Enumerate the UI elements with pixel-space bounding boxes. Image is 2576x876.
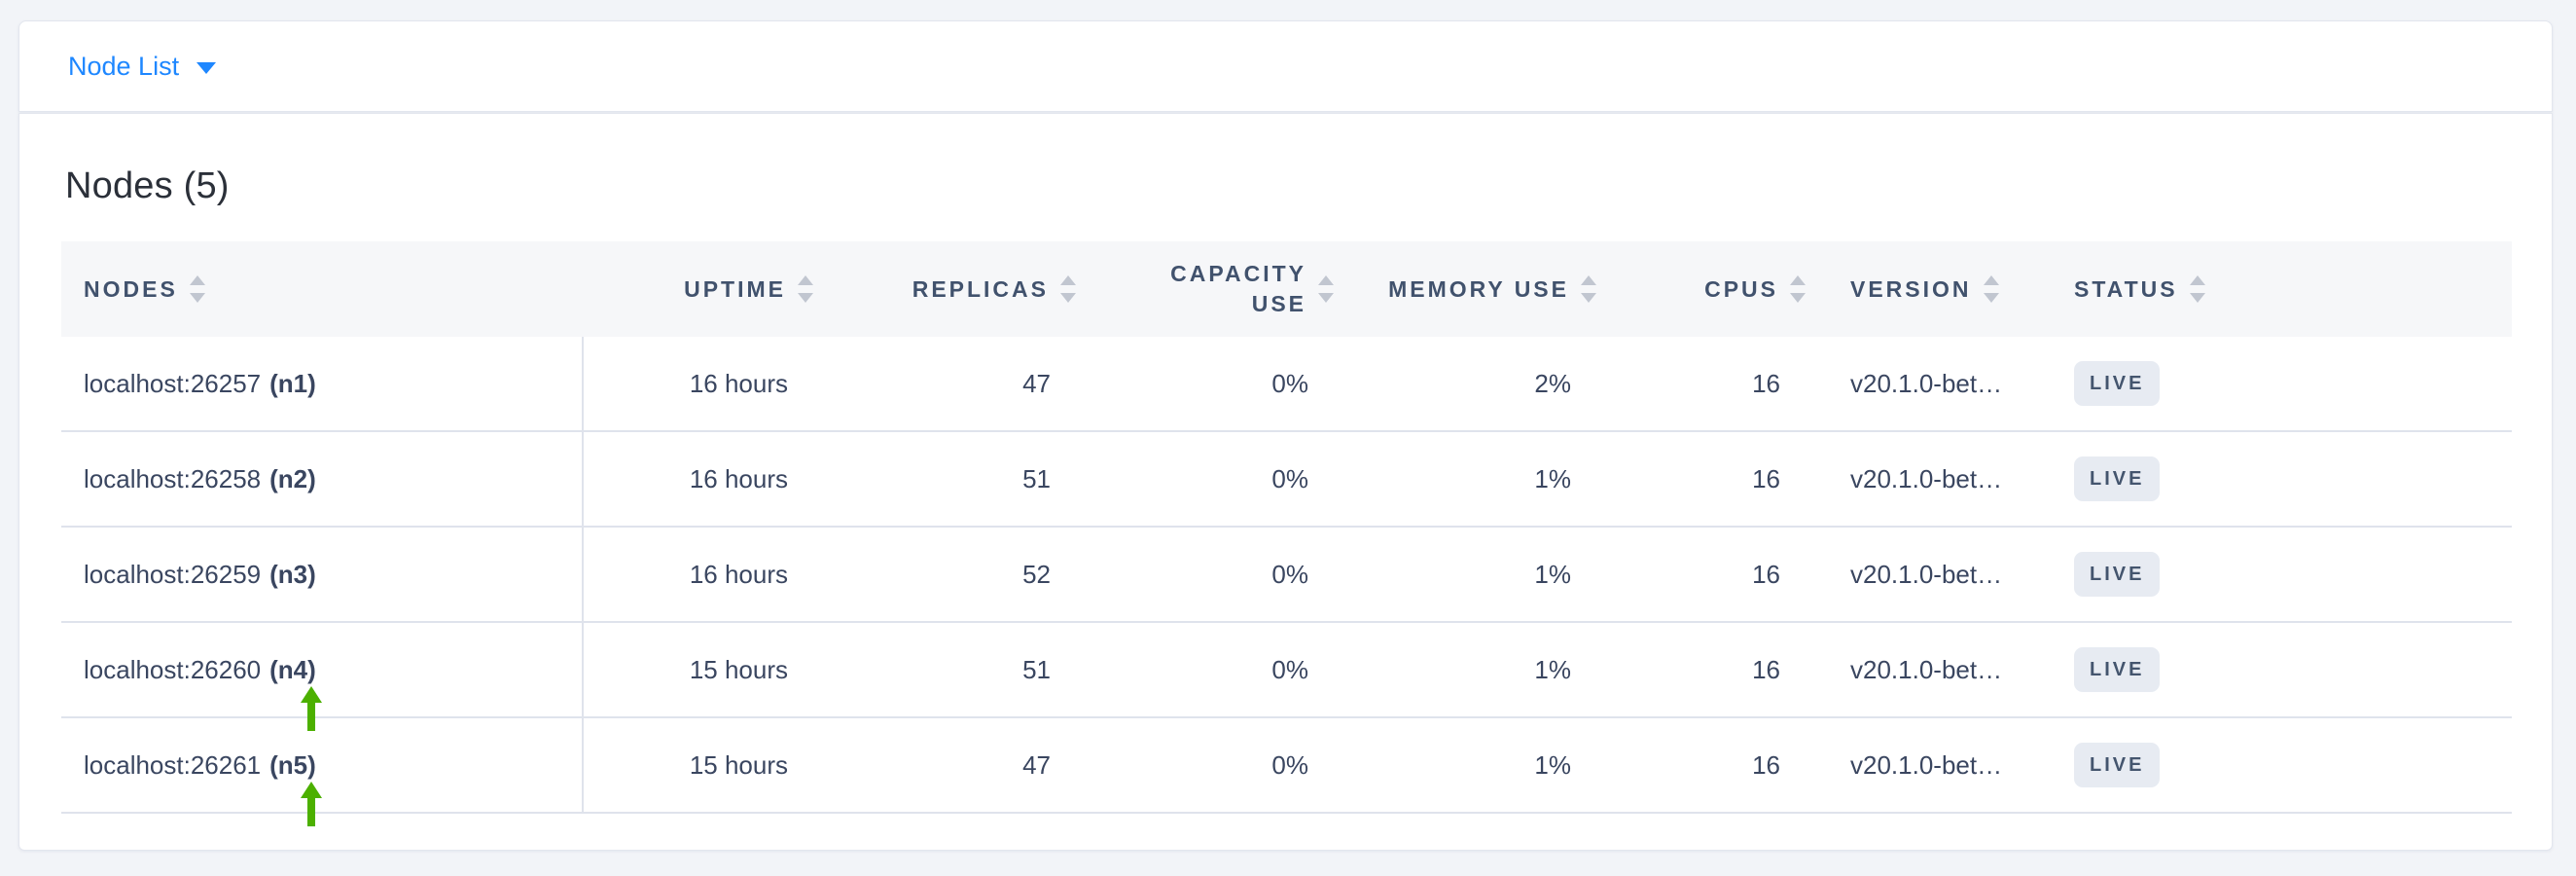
sort-icon — [798, 275, 813, 303]
column-header-status[interactable]: STATUS — [2039, 241, 2512, 337]
status-badge: LIVE — [2074, 743, 2161, 787]
cell-uptime: 16 hours — [689, 463, 788, 493]
cell-version: v20.1.0-bet… — [1850, 368, 2003, 398]
column-header-label: CAPACITY USE — [1170, 260, 1306, 316]
cell-nodes: localhost:26257 (n1) — [61, 337, 582, 430]
cell-nodes: localhost:26260 (n4) — [61, 623, 582, 731]
cell-cpus: 16 — [1752, 559, 1780, 589]
node-list-dropdown-label: Node List — [68, 51, 180, 81]
cell-replicas: 52 — [1022, 559, 1051, 589]
cell-cpus: 16 — [1752, 749, 1780, 780]
column-header-label: UPTIME — [684, 275, 786, 302]
sort-icon — [189, 275, 205, 303]
cell-status: LIVE — [2039, 623, 2512, 716]
green-up-arrow-icon — [301, 782, 322, 826]
cell-cpus: 16 — [1752, 368, 1780, 398]
cell-cpus: 16 — [1752, 463, 1780, 493]
table-row[interactable]: localhost:26259 (n3) 16 hours 52 0% 1% 16 v20.1… — [61, 528, 2512, 623]
cell-version: v20.1.0-bet… — [1850, 749, 2003, 780]
cell-nodes: localhost:26258 (n2) — [61, 432, 582, 526]
sort-icon — [1790, 275, 1806, 303]
column-header-label: VERSION — [1850, 275, 1972, 302]
column-header-label: CPUS — [1704, 275, 1778, 302]
cell-nodes: localhost:26261 (n5) — [61, 718, 582, 826]
nodes-column-divider — [582, 337, 584, 814]
sort-icon — [2189, 275, 2205, 303]
node-id: (n4) — [269, 654, 316, 684]
cell-uptime: 16 hours — [689, 559, 788, 589]
nodes-panel: Nodes (5) NODES UPTIME REPLICAS CAPACITY US… — [18, 113, 2553, 851]
table-row[interactable]: localhost:26261 (n5) 15 hours 47 0% 1% 16 v20.1… — [61, 718, 2512, 826]
node-address: localhost:26259 — [84, 559, 262, 589]
page-dropdown-bar: Node List — [18, 20, 2553, 112]
chevron-down-icon — [197, 61, 217, 74]
cell-uptime: 15 hours — [689, 654, 788, 684]
table-row[interactable]: localhost:26258 (n2) 16 hours 51 0% 1% 16 v20.1… — [61, 432, 2512, 528]
cell-uptime: 16 hours — [689, 368, 788, 398]
node-address: localhost:26258 — [84, 463, 262, 493]
node-address: localhost:26261 — [84, 749, 262, 780]
cell-replicas: 47 — [1022, 749, 1051, 780]
column-header-version[interactable]: VERSION — [1815, 241, 2039, 337]
cell-status: LIVE — [2039, 718, 2512, 812]
column-header-memory_use[interactable]: MEMORY USE — [1343, 241, 1606, 337]
node-id: (n2) — [269, 463, 316, 493]
cell-capacity_use: 0% — [1271, 368, 1308, 398]
nodes-table: NODES UPTIME REPLICAS CAPACITY USE MEMORY US… — [61, 241, 2512, 826]
cell-version: v20.1.0-bet… — [1850, 559, 2003, 589]
nodes-count-title: Nodes (5) — [65, 165, 230, 206]
cell-nodes: localhost:26259 (n3) — [61, 528, 582, 621]
node-id: (n1) — [269, 368, 316, 398]
node-address: localhost:26260 — [84, 654, 262, 684]
table-row[interactable]: localhost:26260 (n4) 15 hours 51 0% 1% 16 v20.1… — [61, 623, 2512, 731]
column-header-label: NODES — [84, 275, 178, 302]
table-body: localhost:26257 (n1) 16 hours 47 0% 2% 16 v20.1… — [61, 337, 2512, 826]
green-up-arrow-icon — [301, 686, 322, 731]
sort-icon — [1983, 275, 1999, 303]
cell-capacity_use: 0% — [1271, 559, 1308, 589]
column-header-cpus[interactable]: CPUS — [1606, 241, 1815, 337]
cell-replicas: 51 — [1022, 463, 1051, 493]
node-id: (n3) — [269, 559, 316, 589]
cell-memory_use: 2% — [1534, 368, 1571, 398]
cell-memory_use: 1% — [1534, 559, 1571, 589]
cell-memory_use: 1% — [1534, 749, 1571, 780]
column-header-replicas[interactable]: REPLICAS — [823, 241, 1086, 337]
column-header-uptime[interactable]: UPTIME — [582, 241, 823, 337]
sort-icon — [1318, 275, 1334, 303]
sort-icon — [1581, 275, 1596, 303]
column-header-nodes[interactable]: NODES — [61, 241, 582, 337]
cell-status: LIVE — [2039, 432, 2512, 526]
cell-version: v20.1.0-bet… — [1850, 463, 2003, 493]
cell-memory_use: 1% — [1534, 654, 1571, 684]
cell-replicas: 47 — [1022, 368, 1051, 398]
status-badge: LIVE — [2074, 647, 2161, 692]
node-id: (n5) — [269, 749, 316, 780]
cell-uptime: 15 hours — [689, 749, 788, 780]
cell-capacity_use: 0% — [1271, 749, 1308, 780]
table-header-row: NODES UPTIME REPLICAS CAPACITY USE MEMORY US… — [61, 241, 2512, 337]
node-address: localhost:26257 — [84, 368, 262, 398]
node-list-dropdown[interactable]: Node List — [68, 51, 217, 82]
sort-icon — [1060, 275, 1076, 303]
status-badge: LIVE — [2074, 552, 2161, 597]
column-header-capacity_use[interactable]: CAPACITY USE — [1086, 241, 1343, 337]
cell-replicas: 51 — [1022, 654, 1051, 684]
cell-version: v20.1.0-bet… — [1850, 654, 2003, 684]
column-header-label: STATUS — [2074, 275, 2178, 302]
cell-capacity_use: 0% — [1271, 654, 1308, 684]
column-header-label: REPLICAS — [912, 275, 1049, 302]
table-row[interactable]: localhost:26257 (n1) 16 hours 47 0% 2% 16 v20.1… — [61, 337, 2512, 432]
status-badge: LIVE — [2074, 456, 2161, 501]
cell-status: LIVE — [2039, 337, 2512, 430]
cell-memory_use: 1% — [1534, 463, 1571, 493]
status-badge: LIVE — [2074, 361, 2161, 406]
cell-capacity_use: 0% — [1271, 463, 1308, 493]
column-header-label: MEMORY USE — [1388, 275, 1569, 302]
cell-cpus: 16 — [1752, 654, 1780, 684]
cell-status: LIVE — [2039, 528, 2512, 621]
